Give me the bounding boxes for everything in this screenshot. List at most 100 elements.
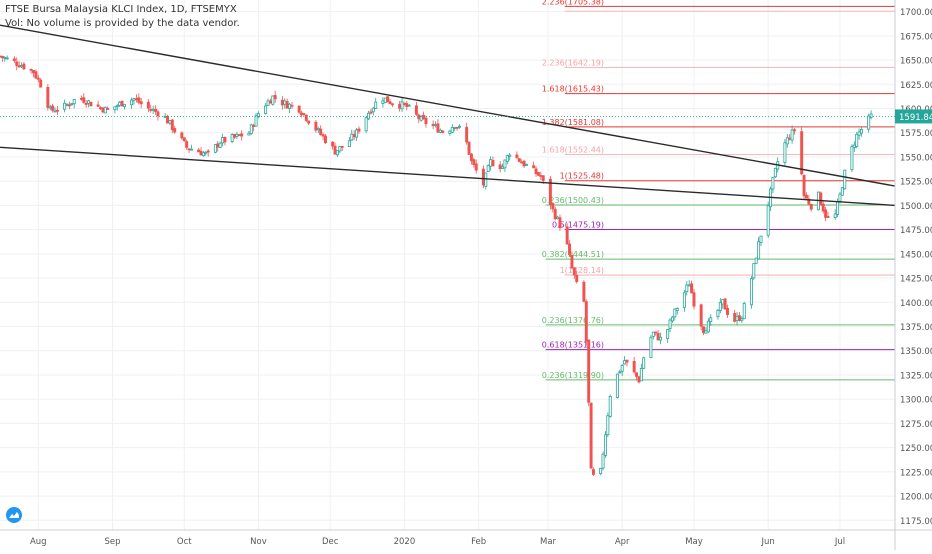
candle-body [802, 174, 806, 197]
candle-body [453, 126, 457, 129]
candle-body [757, 241, 761, 260]
candle-body [553, 208, 557, 220]
candle-body [434, 124, 438, 127]
candle-body [321, 134, 325, 137]
candle-body [319, 128, 323, 135]
candle-body [17, 65, 21, 68]
candle-body [587, 339, 591, 403]
x-tick-label: Feb [471, 537, 486, 547]
candle-body [491, 160, 495, 167]
candle-body [654, 331, 658, 334]
candle-body [766, 205, 770, 236]
candle-body [515, 154, 519, 158]
candle-body [804, 194, 808, 199]
candle-body [400, 101, 404, 110]
candle-body [850, 146, 854, 171]
candle-body [809, 204, 813, 210]
candle-body [101, 107, 105, 113]
candle-body [223, 136, 227, 143]
candle-body [323, 135, 327, 144]
candle-body [271, 95, 275, 105]
candle-body [237, 134, 241, 136]
candle-body [307, 120, 311, 124]
candle-body [840, 187, 844, 196]
candle-body [637, 376, 641, 383]
fib-level-label: 1.382(1581.08) [542, 118, 604, 127]
candle-body [118, 101, 122, 106]
x-tick-label: May [685, 537, 703, 547]
candle-body [285, 101, 289, 109]
candle-body [642, 357, 646, 369]
candle-body [266, 100, 270, 106]
candle-body [467, 141, 471, 155]
candle-body [151, 108, 155, 111]
candle-body [783, 142, 787, 163]
candle-body [855, 133, 859, 147]
candle-body [852, 144, 856, 148]
candle-body [704, 330, 708, 334]
candle-body [149, 109, 153, 111]
candle-body [524, 164, 528, 166]
candle-body [300, 112, 304, 116]
candle-body [32, 70, 35, 74]
y-tick-label: 1550.00 [900, 153, 932, 163]
volume-note: Vol: No volume is provided by the data v… [5, 18, 240, 29]
y-tick-label: 1700.00 [900, 8, 932, 18]
candle-body [197, 149, 201, 153]
candle-body [651, 331, 655, 337]
candle-body [608, 396, 612, 417]
fib-level-label: 0.618(1351.16) [542, 341, 604, 350]
candle-body [737, 315, 741, 321]
candle-body [675, 307, 679, 311]
candle-body [599, 467, 603, 475]
fib-level-label: 1.618(1615.43) [542, 85, 604, 94]
candle-body [422, 114, 426, 120]
candle-body [668, 319, 672, 329]
candle-body [457, 125, 461, 128]
candle-body [240, 133, 244, 137]
trendlines [0, 24, 896, 207]
candle-body [0, 55, 4, 59]
candle-body [620, 365, 624, 372]
x-tick-label: 2020 [394, 537, 416, 547]
y-tick-label: 1675.00 [900, 32, 932, 42]
candle-body [735, 315, 739, 322]
candle-body [206, 150, 210, 153]
candle-body [867, 115, 871, 130]
candle-body [12, 58, 16, 62]
candle-body [139, 101, 143, 105]
candle-body [355, 129, 359, 138]
candle-body [759, 235, 763, 243]
candle-body [390, 103, 394, 106]
x-tick-label: Mar [540, 537, 557, 547]
y-tick-label: 1250.00 [900, 444, 932, 454]
candle-body [615, 373, 619, 398]
candle-body [551, 203, 555, 210]
candle-body [670, 316, 674, 322]
x-tick-label: Dec [322, 537, 339, 547]
candle-body [333, 145, 337, 155]
candle-body [53, 110, 57, 113]
candle-body [386, 96, 390, 103]
y-tick-label: 1275.00 [900, 420, 932, 430]
candle-body [465, 126, 469, 143]
candle-body [82, 97, 86, 103]
candle-body [790, 129, 794, 141]
candle-body [218, 142, 222, 148]
candle-body [290, 104, 294, 107]
y-tick-label: 1200.00 [900, 493, 932, 503]
candle-body [233, 134, 236, 138]
candle-body [338, 146, 342, 152]
candle-body [137, 97, 141, 103]
candles [0, 55, 873, 476]
x-tick-label: Oct [177, 537, 192, 547]
tradingview-logo-icon[interactable] [6, 507, 22, 523]
candle-body [486, 165, 490, 172]
candle-body [383, 97, 387, 103]
candle-body [568, 243, 572, 255]
candle-body [656, 332, 660, 341]
candle-body [572, 267, 576, 276]
candle-body [474, 163, 478, 171]
